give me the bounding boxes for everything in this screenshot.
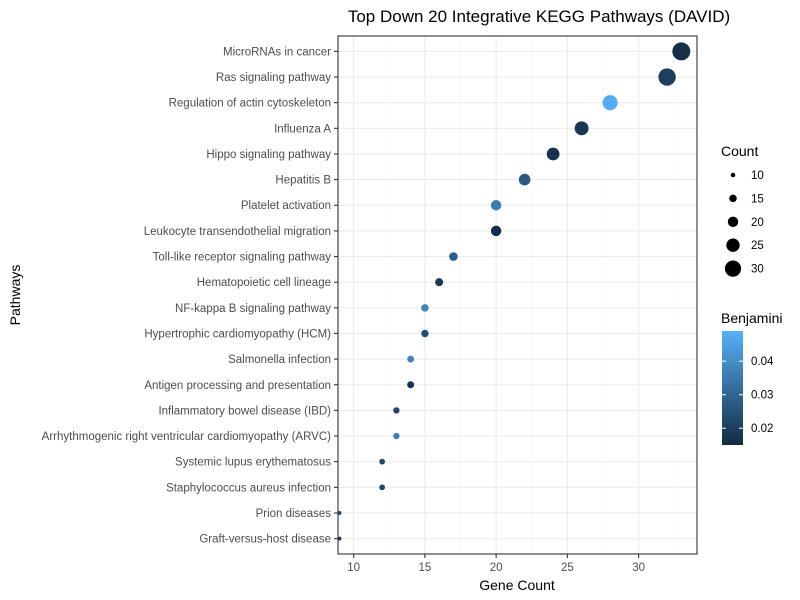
y-tick-label: Staphylococcus aureus infection [166, 482, 331, 494]
y-tick-label: Ras signaling pathway [216, 72, 331, 84]
legend-benjamini-title: Benjamini [721, 310, 782, 326]
y-tick-label: Platelet activation [241, 200, 331, 212]
legend-count-label: 25 [751, 240, 764, 252]
gridlines [338, 36, 697, 554]
legend-count-key [727, 216, 739, 228]
x-tick-label: 30 [632, 562, 645, 574]
data-point [421, 329, 429, 338]
data-point [574, 121, 589, 136]
data-point [518, 173, 531, 186]
y-axis-title: Pathways [7, 265, 23, 326]
y-tick-label: Hippo signaling pathway [206, 149, 331, 161]
x-tick-label: 10 [347, 562, 360, 574]
legend-benjamini-colorbar [722, 331, 743, 445]
y-tick-label: Leukocyte transendothelial migration [144, 226, 331, 238]
y-tick-label: Regulation of actin cytoskeleton [169, 98, 331, 110]
x-tick-label: 15 [419, 562, 432, 574]
y-tick-label: Arrhythmogenic right ventricular cardiom… [42, 431, 331, 443]
data-point [658, 68, 676, 86]
legend-count: Count 10 15 20 25 30 [721, 143, 764, 277]
legend-benjamini-label: 0.04 [751, 356, 774, 368]
legend-count-key [726, 238, 740, 252]
data-point [546, 147, 560, 161]
legend-count-key [729, 194, 737, 203]
data-point [490, 225, 502, 237]
y-tick-label: Toll-like receptor signaling pathway [153, 252, 332, 264]
chart-title: Top Down 20 Integrative KEGG Pathways (D… [348, 7, 730, 26]
legend-benjamini-label: 0.02 [751, 423, 773, 435]
data-point [421, 304, 429, 312]
panel-border [337, 35, 698, 555]
data-point [449, 252, 458, 261]
y-tick-label: Hematopoietic cell lineage [197, 277, 331, 289]
y-tick-label: Inflammatory bowel disease (IBD) [158, 405, 331, 417]
plot-background [338, 36, 697, 554]
x-tick-label: 25 [561, 562, 574, 574]
y-tick-label: Prion diseases [256, 508, 332, 520]
data-point [407, 355, 415, 363]
y-tick-label: Systemic lupus erythematosus [175, 457, 331, 469]
data-point [602, 95, 618, 111]
legend-count-label: 15 [751, 193, 764, 205]
data-point [379, 458, 386, 465]
legend-count-label: 10 [751, 170, 764, 182]
y-tick-label: Salmonella infection [228, 354, 331, 366]
data-point [435, 278, 444, 287]
data-point [393, 432, 400, 440]
y-tick-label: Hepatitis B [275, 175, 331, 187]
legend-benjamini-label: 0.03 [751, 390, 773, 402]
x-tick-label: 20 [490, 562, 503, 574]
data-point [672, 42, 691, 61]
data-point [393, 407, 400, 414]
legend-count-key [730, 172, 736, 178]
legend-count-label: 20 [751, 217, 764, 229]
data-point [407, 381, 415, 389]
y-tick-label: NF-kappa B signaling pathway [175, 303, 331, 315]
data-point [490, 200, 502, 211]
x-axis-title: Gene Count [479, 577, 555, 593]
x-axis: 10 15 20 25 30 [347, 554, 645, 574]
y-tick-label: Hypertrophic cardiomyopathy (HCM) [144, 328, 331, 340]
legend-count-title: Count [721, 143, 758, 159]
y-tick-label: Influenza A [274, 123, 331, 135]
y-tick-label: MicroRNAs in cancer [223, 46, 331, 58]
legend-count-label: 30 [751, 264, 764, 276]
data-point [379, 484, 386, 491]
plot-area [338, 36, 697, 554]
y-tick-label: Graft-versus-host disease [199, 534, 331, 546]
y-axis: MicroRNAs in cancer Ras signaling pathway… [42, 46, 338, 546]
y-tick-label: Antigen processing and presentation [144, 380, 331, 392]
data-points [337, 42, 691, 541]
legend-count-key [724, 260, 742, 277]
legend-benjamini: Benjamini 0.02 0.03 0.04 [721, 310, 782, 445]
